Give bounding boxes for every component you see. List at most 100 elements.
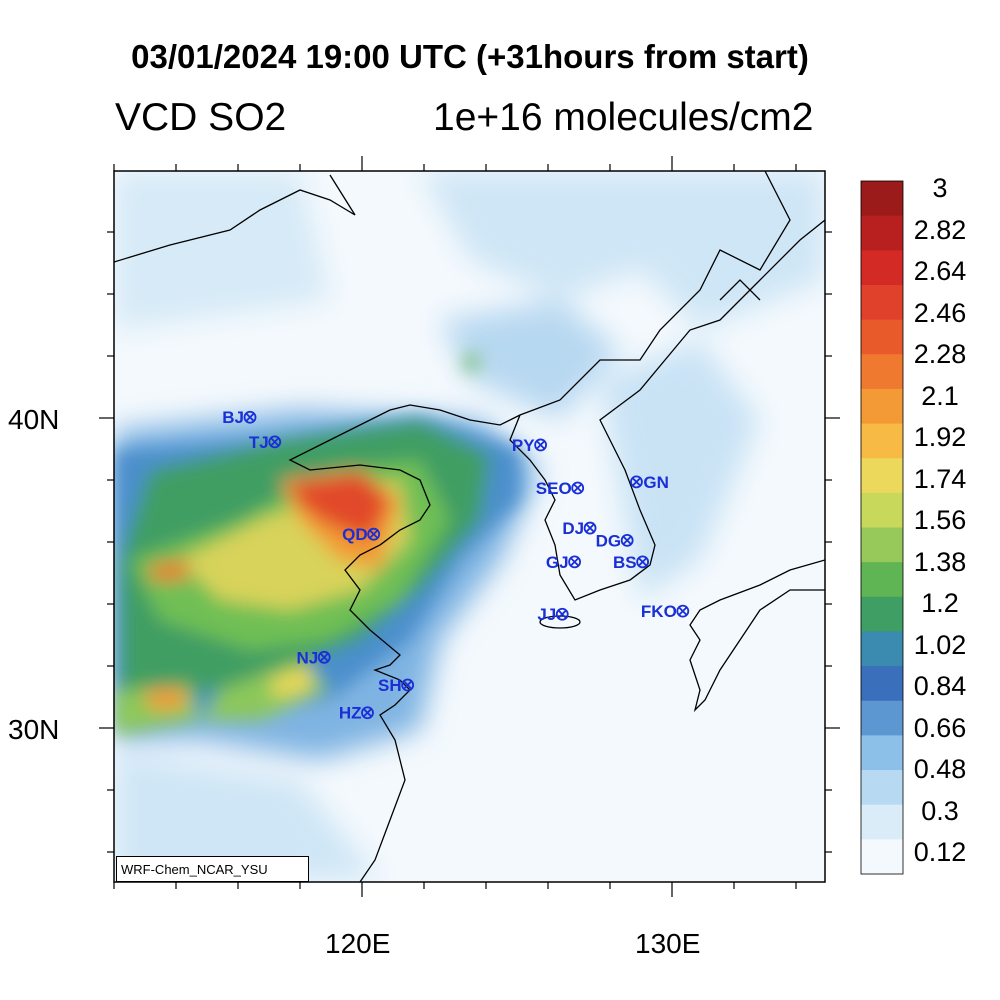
colorbar-swatch bbox=[861, 804, 903, 840]
colorbar-tick-label: 2.46 bbox=[913, 297, 967, 328]
variable-label: VCD SO2 bbox=[115, 96, 287, 139]
colorbar-tick-label: 1.02 bbox=[913, 629, 967, 660]
city-label: GJ bbox=[546, 553, 569, 572]
plot-frame bbox=[113, 170, 826, 883]
colorbar-tick-label: 2.1 bbox=[921, 380, 959, 411]
city-cross-icon bbox=[362, 708, 373, 718]
colorbar-swatch bbox=[861, 215, 903, 251]
city-cross-icon bbox=[245, 412, 255, 422]
colorbar-swatch bbox=[861, 839, 903, 875]
city-cross-icon bbox=[631, 477, 641, 487]
city-marker-icon bbox=[571, 481, 585, 495]
colorbar-tick-label: 2.82 bbox=[913, 214, 967, 245]
colorbar-tick-label: 1.56 bbox=[913, 505, 967, 535]
city-marker-icon bbox=[268, 435, 282, 449]
city-markers: BJ TJ QD PY SEO GN DJ DG GJ BS JJ FKO NJ SH HZ bbox=[222, 408, 690, 723]
colorbar-swatch bbox=[861, 354, 903, 390]
colorbar-swatch bbox=[861, 284, 903, 321]
colorbar-swatch bbox=[861, 562, 903, 598]
axis-ticks bbox=[99, 156, 840, 897]
city-nj: NJ bbox=[296, 648, 331, 667]
city-bs: BS bbox=[613, 553, 650, 572]
colorbar-swatch bbox=[861, 770, 903, 806]
colorbar-swatch bbox=[861, 458, 903, 494]
city-label: TJ bbox=[249, 433, 269, 452]
city-label: GN bbox=[643, 473, 669, 492]
city-cross-icon bbox=[536, 440, 546, 450]
city-marker-icon bbox=[401, 678, 415, 692]
colorbar-swatch bbox=[861, 492, 903, 529]
city-cross-icon bbox=[557, 609, 567, 619]
city-cross-icon bbox=[622, 535, 632, 545]
city-cross-icon bbox=[573, 483, 583, 493]
city-marker-icon bbox=[317, 650, 331, 664]
city-marker-icon bbox=[676, 604, 690, 618]
colorbar-swatch bbox=[861, 388, 903, 425]
colorbar-tick-label: 2.64 bbox=[913, 256, 967, 286]
lat-label-40n: 40N bbox=[8, 404, 60, 435]
model-credit: WRF-Chem_NCAR_YSU bbox=[116, 856, 309, 882]
city-label: DG bbox=[596, 531, 622, 550]
city-marker-icon bbox=[361, 706, 374, 720]
city-label: HZ bbox=[339, 704, 362, 723]
city-marker-icon bbox=[568, 555, 582, 569]
city-jj: JJ bbox=[537, 605, 569, 624]
city-hz: HZ bbox=[339, 704, 374, 723]
city-sh: SH bbox=[378, 676, 415, 695]
city-cross-icon bbox=[319, 652, 329, 662]
city-marker-icon bbox=[367, 527, 381, 541]
colorbar-tick-label: 3 bbox=[932, 173, 948, 203]
colorbar-swatch bbox=[861, 666, 903, 702]
city-label: BS bbox=[613, 553, 637, 572]
colorbar-swatch bbox=[861, 181, 903, 217]
city-marker-icon bbox=[534, 438, 547, 452]
colorbar-tick-label: 0.12 bbox=[913, 837, 967, 867]
city-gj: GJ bbox=[546, 553, 582, 572]
colorbar-swatch bbox=[861, 527, 903, 563]
city-marker-icon bbox=[636, 555, 650, 569]
lon-label-130e: 130E bbox=[635, 928, 701, 959]
city-seo: SEO bbox=[536, 479, 585, 498]
city-marker-icon bbox=[620, 533, 634, 547]
city-label: PY bbox=[512, 436, 535, 455]
colorbar-swatch bbox=[861, 319, 903, 355]
city-cross-icon bbox=[403, 680, 413, 690]
city-dg: DG bbox=[596, 531, 634, 550]
city-cross-icon bbox=[570, 557, 580, 567]
city-dj: DJ bbox=[562, 519, 597, 538]
colorbar-tick-label: 0.3 bbox=[921, 795, 959, 826]
colorbar-tick-label: 1.2 bbox=[921, 588, 959, 618]
colorbar-tick-label: 1.92 bbox=[913, 422, 967, 452]
colorbar-tick-label: 0.66 bbox=[913, 712, 967, 743]
city-fko: FKO bbox=[641, 602, 690, 621]
colorbar-frame bbox=[860, 180, 904, 875]
city-marker-icon bbox=[583, 521, 597, 535]
colorbar-swatch bbox=[861, 423, 903, 459]
units-label: 1e+16 molecules/cm2 bbox=[433, 96, 814, 139]
city-marker-icon bbox=[630, 475, 643, 489]
colorbar-tick-label: 1.38 bbox=[913, 546, 967, 577]
colorbar bbox=[861, 181, 903, 875]
colorbar-swatch bbox=[861, 735, 903, 771]
city-cross-icon bbox=[369, 529, 379, 539]
colorbar-tick-label: 0.84 bbox=[913, 671, 967, 701]
colorbar-swatch bbox=[861, 250, 903, 286]
colorbar-swatch bbox=[861, 631, 903, 667]
city-tj: TJ bbox=[249, 433, 282, 452]
city-label: FKO bbox=[641, 602, 677, 621]
map-title: 03/01/2024 19:00 UTC (+31hours from star… bbox=[131, 38, 809, 75]
city-cross-icon bbox=[270, 437, 280, 447]
colorbar-swatch bbox=[861, 596, 903, 633]
colorbar-tick-label: 1.74 bbox=[913, 463, 967, 494]
city-label: DJ bbox=[562, 519, 584, 538]
city-bj: BJ bbox=[222, 408, 257, 427]
colorbar-swatch bbox=[861, 700, 903, 736]
city-marker-icon bbox=[555, 607, 569, 621]
lon-label-120e: 120E bbox=[325, 928, 391, 959]
city-cross-icon bbox=[638, 557, 648, 567]
so2-field bbox=[114, 171, 825, 882]
city-label: SH bbox=[378, 676, 402, 695]
colorbar-tick-label: 0.48 bbox=[913, 754, 967, 784]
city-label: SEO bbox=[536, 479, 572, 498]
